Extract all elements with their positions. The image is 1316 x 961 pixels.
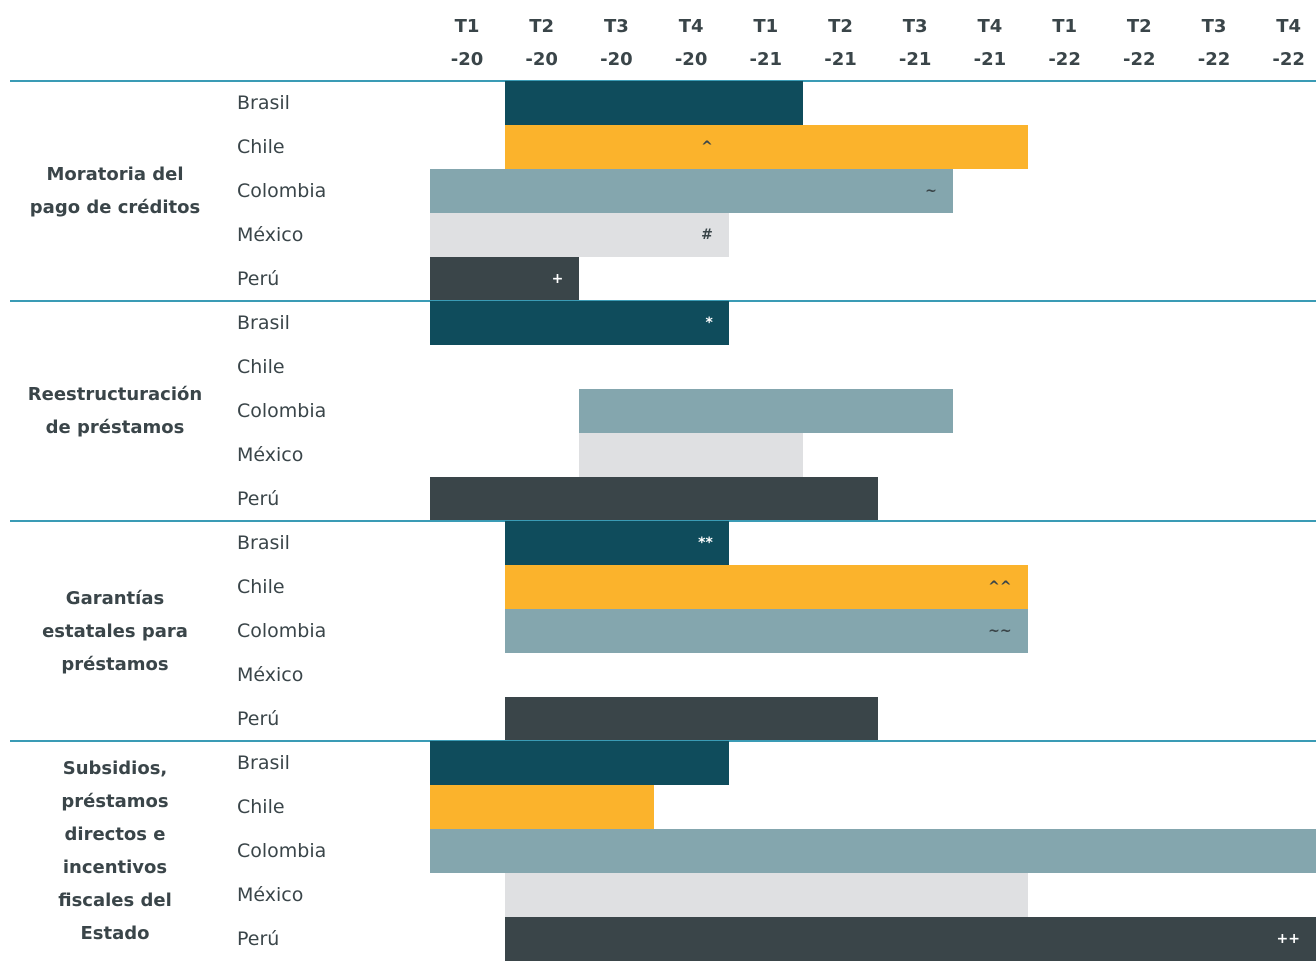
row-label: Perú [237,708,280,730]
row-label: Chile [237,356,285,378]
group-label: directos e [64,824,166,845]
column-year: -21 [824,49,857,70]
bar [504,697,879,741]
column-quarter: T4 [977,16,1003,37]
column-quarter: T3 [1201,16,1227,37]
row-label: Chile [237,136,285,158]
column-year: -22 [1197,49,1231,70]
column-year: -22 [1272,49,1305,70]
bar [504,609,1028,653]
column-year: -22 [1123,49,1156,70]
column-year: -22 [1048,49,1081,70]
group-label: pago de créditos [29,197,201,218]
bar-marker: # [701,227,713,243]
bar [579,433,804,477]
bar-marker: ^^ [988,579,1012,595]
bar [430,741,729,785]
group-label: estatales para [42,620,188,642]
group-label: Reestructuración [27,384,203,405]
column-year: -20 [525,49,558,70]
bar [430,213,729,257]
column-quarter: T1 [753,16,779,37]
group-label: Subsidios, [62,758,168,779]
row-label: Chile [237,796,285,818]
group-label: préstamos [61,791,169,812]
column-quarter: T2 [529,16,555,37]
column-quarter: T2 [1126,16,1152,37]
bar-marker: ~~ [988,623,1012,639]
row-label: México [237,444,304,466]
bar [579,389,953,433]
column-year: -20 [450,49,484,70]
column-year: -20 [674,49,708,70]
column-year: -21 [898,49,932,70]
bar [504,521,729,565]
column-quarter: T1 [454,16,480,37]
column-year: -21 [749,49,783,70]
bar [504,565,1028,609]
bar [430,477,879,521]
row-label: Perú [237,268,280,290]
bar [430,829,1316,873]
column-quarter: T4 [678,16,704,37]
bar [430,169,953,213]
group-label: fiscales del [58,890,172,911]
group-label: incentivos [62,857,168,878]
bar-marker: * [705,315,713,331]
group-label: de préstamos [45,417,185,438]
row-label: Colombia [237,840,327,862]
row-label: Colombia [237,180,327,202]
bar [430,257,580,301]
group-label: Garantías [65,587,165,609]
bar [430,785,655,829]
column-year: -20 [600,49,633,70]
row-label: Perú [237,928,280,950]
group-label: Estado [80,923,150,944]
bar [504,917,1316,961]
row-label: Colombia [237,400,327,422]
bar [504,873,1028,917]
bar [430,301,729,345]
row-label: Perú [237,488,280,510]
column-quarter: T4 [1276,16,1302,37]
row-label: México [237,884,304,906]
bar-marker: ** [698,535,713,551]
column-quarter: T3 [603,16,629,37]
bar-marker: ++ [1276,931,1300,947]
group-label: Moratoria del [46,164,184,185]
row-label: México [237,224,304,246]
column-quarter: T1 [1052,16,1077,37]
bar-marker: ~ [925,183,937,199]
bar [504,125,1028,169]
bar-marker: ^ [701,139,713,155]
row-label: Chile [237,576,285,598]
bar-marker: + [551,271,564,287]
row-label: México [237,664,304,686]
row-label: Brasil [237,532,290,554]
bar [504,81,804,125]
column-quarter: T3 [902,16,928,37]
group-label: préstamos [61,653,169,675]
row-label: Brasil [237,752,290,774]
row-label: Brasil [237,312,290,334]
column-quarter: T2 [828,16,853,37]
column-year: -21 [973,49,1007,70]
row-label: Brasil [237,92,290,114]
row-label: Colombia [237,620,327,642]
